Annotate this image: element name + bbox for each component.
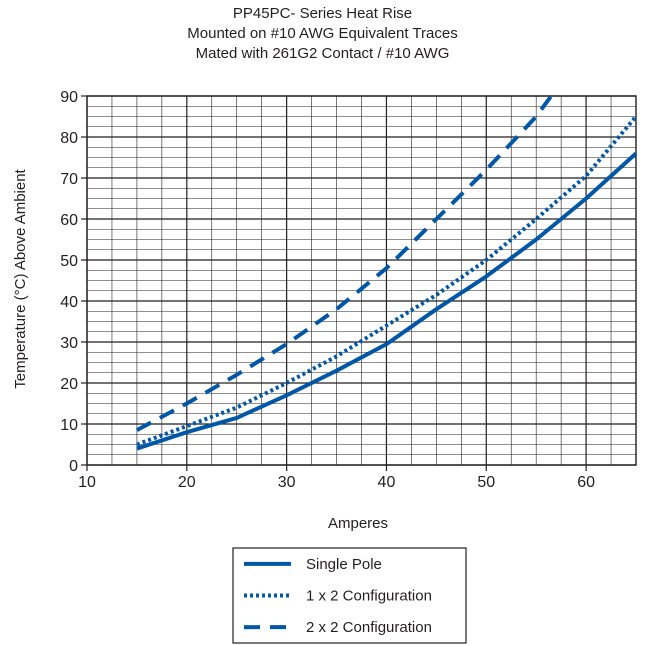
- x-tick-label: 30: [278, 474, 296, 491]
- legend: Single Pole 1 x 2 Configuration 2 x 2 Conf…: [232, 547, 467, 644]
- plot-frame: [86, 95, 637, 466]
- y-tick-label: 40: [60, 294, 78, 311]
- y-tick-label: 30: [60, 335, 78, 352]
- x-axis-label: Amperes: [328, 515, 388, 532]
- legend-label: Single Pole: [306, 556, 382, 573]
- chart-subtitle-1: Mounted on #10 AWG Equivalent Traces: [187, 25, 458, 42]
- series-line-dashed: [135, 94, 553, 432]
- x-tick-label: 50: [477, 474, 495, 491]
- y-tick-label: 90: [60, 89, 78, 106]
- chart-title: PP45PC- Series Heat Rise: [232, 5, 413, 22]
- grid: [86, 95, 637, 466]
- y-tick-label: 10: [60, 417, 78, 434]
- y-tick-label: 20: [60, 376, 78, 393]
- x-tick-label: 10: [78, 474, 96, 491]
- x-tick-label: 20: [178, 474, 196, 491]
- x-tick-label: 60: [577, 474, 595, 491]
- y-tick-label: 60: [60, 212, 78, 229]
- y-tick-label: 0: [69, 458, 78, 475]
- axes: [86, 95, 637, 466]
- legend-label: 2 x 2 Configuration: [306, 619, 432, 636]
- y-tick-label: 50: [60, 253, 78, 270]
- chart-subtitle-2: Mated with 261G2 Contact / #10 AWG: [195, 45, 450, 62]
- y-tick-label: 70: [60, 171, 78, 188]
- legend-label: 1 x 2 Configuration: [306, 588, 432, 605]
- y-axis-label: Temperature (°C) Above Ambient: [12, 168, 29, 388]
- series-line-solid: [136, 151, 638, 451]
- series-line-dotted: [136, 115, 638, 447]
- series-lines: [135, 94, 638, 451]
- x-tick-label: 40: [378, 474, 396, 491]
- y-tick-label: 80: [60, 130, 78, 147]
